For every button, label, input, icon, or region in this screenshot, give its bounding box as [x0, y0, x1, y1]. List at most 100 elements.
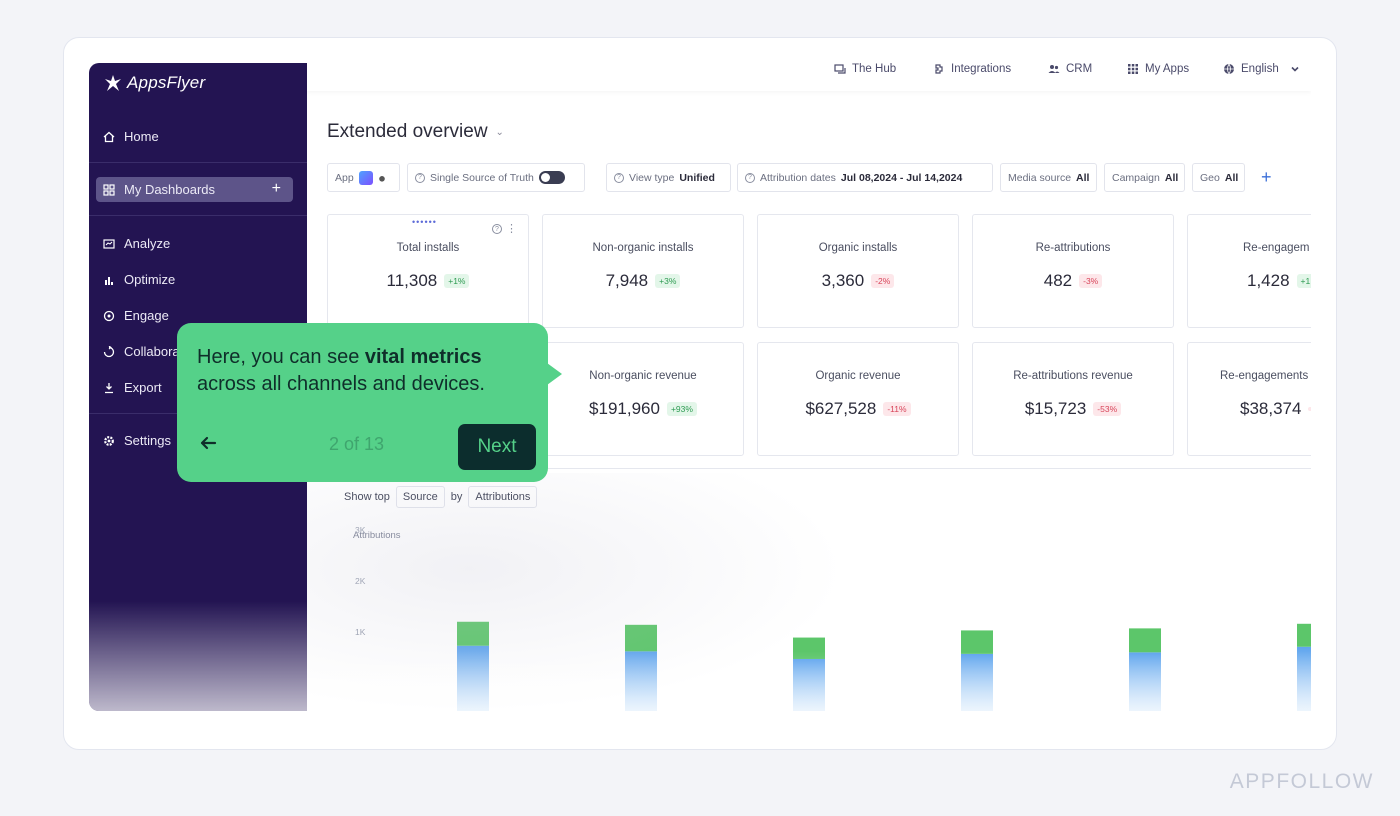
- metric-card-re-attributions-revenue[interactable]: Re-attributions revenue $15,723 -53%: [972, 342, 1174, 456]
- single-source-toggle-filter[interactable]: ? Single Source of Truth: [407, 163, 585, 192]
- by-label: by: [450, 491, 463, 503]
- add-dashboard-button[interactable]: +: [271, 180, 281, 197]
- topnav-integrations[interactable]: Integrations: [933, 63, 1011, 75]
- help-icon[interactable]: ?: [492, 224, 502, 234]
- filter-value: All: [1224, 171, 1239, 184]
- users-icon: [1048, 65, 1060, 73]
- bar-segment-blue[interactable]: [961, 653, 993, 711]
- language-selector[interactable]: English: [1223, 63, 1301, 75]
- drag-handle-icon[interactable]: ••••••: [412, 217, 437, 227]
- collaborate-icon: [103, 345, 115, 357]
- metric-card-organic-revenue[interactable]: Organic revenue $627,528 -11%: [757, 342, 959, 456]
- app-filter[interactable]: App: [327, 163, 400, 192]
- topnav-my-apps[interactable]: My Apps: [1127, 63, 1189, 75]
- filter-label: Attribution dates: [760, 171, 836, 184]
- metric-value-row: $15,723 -53%: [973, 399, 1173, 419]
- metric-value-row: $191,960 +93%: [543, 399, 743, 419]
- metric-select[interactable]: Attributions: [468, 486, 538, 508]
- bar-segment-blue[interactable]: [625, 651, 657, 711]
- metric-value: 3,360: [821, 271, 865, 290]
- y-tick-label: 1K: [355, 627, 366, 637]
- single-source-toggle[interactable]: [538, 171, 565, 184]
- tooltip-text-part: across all channels and devices.: [197, 373, 485, 395]
- sidebar-item-analyze[interactable]: Analyze: [103, 236, 170, 251]
- more-options-icon[interactable]: ⋮: [506, 223, 517, 235]
- show-top-label: Show top: [344, 491, 390, 503]
- metric-card-re-engagements-revenue[interactable]: Re-engagements $38,374: [1187, 342, 1311, 456]
- metric-card-non-organic-installs[interactable]: Non-organic installs 7,948 +3%: [542, 214, 744, 328]
- bar-segment-green[interactable]: [1297, 623, 1311, 647]
- app-window: AppsFlyer Home My Dashboards + Analyze O…: [89, 63, 1311, 711]
- page-title[interactable]: Extended overview ⌄: [327, 121, 504, 143]
- topnav-crm[interactable]: CRM: [1048, 63, 1092, 75]
- sidebar-item-settings[interactable]: Settings: [103, 433, 171, 448]
- sidebar-item-my-dashboards[interactable]: My Dashboards +: [96, 177, 293, 202]
- sidebar-item-engage[interactable]: Engage: [103, 308, 169, 323]
- bar-segment-green[interactable]: [793, 637, 825, 659]
- topnav-label: Integrations: [951, 63, 1012, 75]
- metric-change-badge: +1%: [444, 274, 470, 288]
- tooltip-step-counter: 2 of 13: [329, 434, 385, 454]
- metric-value-row: $38,374: [1188, 399, 1311, 419]
- chart-divider: [539, 468, 1311, 469]
- metric-label: Organic installs: [818, 242, 898, 254]
- bar-segment-green[interactable]: [961, 630, 993, 654]
- metric-label: Total installs: [396, 242, 460, 254]
- sidebar-item-label: My Dashboards: [124, 182, 216, 197]
- filter-label: Geo: [1200, 171, 1220, 184]
- next-button[interactable]: Next: [458, 424, 536, 470]
- bar-segment-blue[interactable]: [1129, 652, 1161, 711]
- sidebar-item-optimize[interactable]: Optimize: [103, 272, 175, 287]
- sidebar-item-label: Analyze: [124, 236, 171, 251]
- filter-label: App: [335, 171, 354, 184]
- metric-change-badge: +3%: [655, 274, 681, 288]
- filter-value: All: [1076, 171, 1090, 184]
- geo-filter[interactable]: Geo All: [1192, 163, 1245, 192]
- filter-label: Campaign: [1112, 171, 1160, 184]
- topnav-label: English: [1241, 63, 1279, 75]
- export-icon: [105, 382, 113, 393]
- bar-segment-green[interactable]: [457, 621, 489, 646]
- sidebar-item-label: Home: [124, 129, 159, 144]
- metric-label: Non-organic installs: [592, 242, 694, 254]
- filter-label: Single Source of Truth: [430, 171, 534, 184]
- bar-segment-green[interactable]: [625, 624, 657, 652]
- topnav-the-hub[interactable]: The Hub: [834, 63, 896, 75]
- arrow-left-icon[interactable]: [198, 433, 218, 453]
- bar-segment-blue[interactable]: [793, 658, 825, 711]
- metric-change-badge: +1: [1296, 274, 1311, 288]
- metric-card-re-attributions[interactable]: Re-attributions 482 -3%: [972, 214, 1174, 328]
- metric-card-re-engagements[interactable]: Re-engagem 1,428 +1: [1187, 214, 1311, 328]
- metric-change-badge: +93%: [666, 402, 697, 416]
- add-filter-button[interactable]: +: [1261, 167, 1272, 187]
- metric-label: Organic revenue: [815, 370, 901, 382]
- view-type-filter[interactable]: ? View type Unified: [606, 163, 731, 192]
- sidebar-item-collaborate[interactable]: Collaborate: [103, 344, 191, 359]
- chat-icon: [834, 64, 846, 74]
- tooltip-message: Here, you can see vital metrics across a…: [197, 344, 542, 398]
- topnav-label: My Apps: [1145, 63, 1190, 75]
- y-tick-label: 2K: [355, 576, 366, 586]
- bar-segment-blue[interactable]: [457, 645, 489, 711]
- metric-value-row: $627,528 -11%: [758, 399, 958, 419]
- campaign-filter[interactable]: Campaign All: [1104, 163, 1185, 192]
- metric-value: 482: [1043, 271, 1073, 290]
- attribution-dates-filter[interactable]: ? Attribution dates Jul 08,2024 - Jul 14…: [737, 163, 993, 192]
- metric-label: Non-organic revenue: [589, 370, 697, 382]
- sidebar-item-home[interactable]: Home: [103, 129, 159, 144]
- sidebar-item-export[interactable]: Export: [103, 380, 162, 395]
- metric-change-badge: [1308, 407, 1311, 411]
- metric-card-total-installs[interactable]: •••••• ? ⋮ Total installs 11,308 +1%: [327, 214, 529, 328]
- bar-segment-green[interactable]: [1129, 628, 1161, 653]
- metric-card-organic-installs[interactable]: Organic installs 3,360 -2%: [757, 214, 959, 328]
- dimension-select[interactable]: Source: [395, 486, 445, 508]
- engage-icon: [103, 310, 115, 321]
- chevron-down-icon: [1291, 66, 1299, 72]
- media-source-filter[interactable]: Media source All: [1000, 163, 1097, 192]
- metric-change-badge: -53%: [1093, 402, 1122, 416]
- brand-logo[interactable]: AppsFlyer: [103, 73, 205, 93]
- help-icon: ?: [745, 172, 755, 183]
- bar-segment-blue[interactable]: [1297, 646, 1311, 711]
- title-dropdown-icon: ⌄: [495, 126, 504, 138]
- metric-card-non-organic-revenue[interactable]: Non-organic revenue $191,960 +93%: [542, 342, 744, 456]
